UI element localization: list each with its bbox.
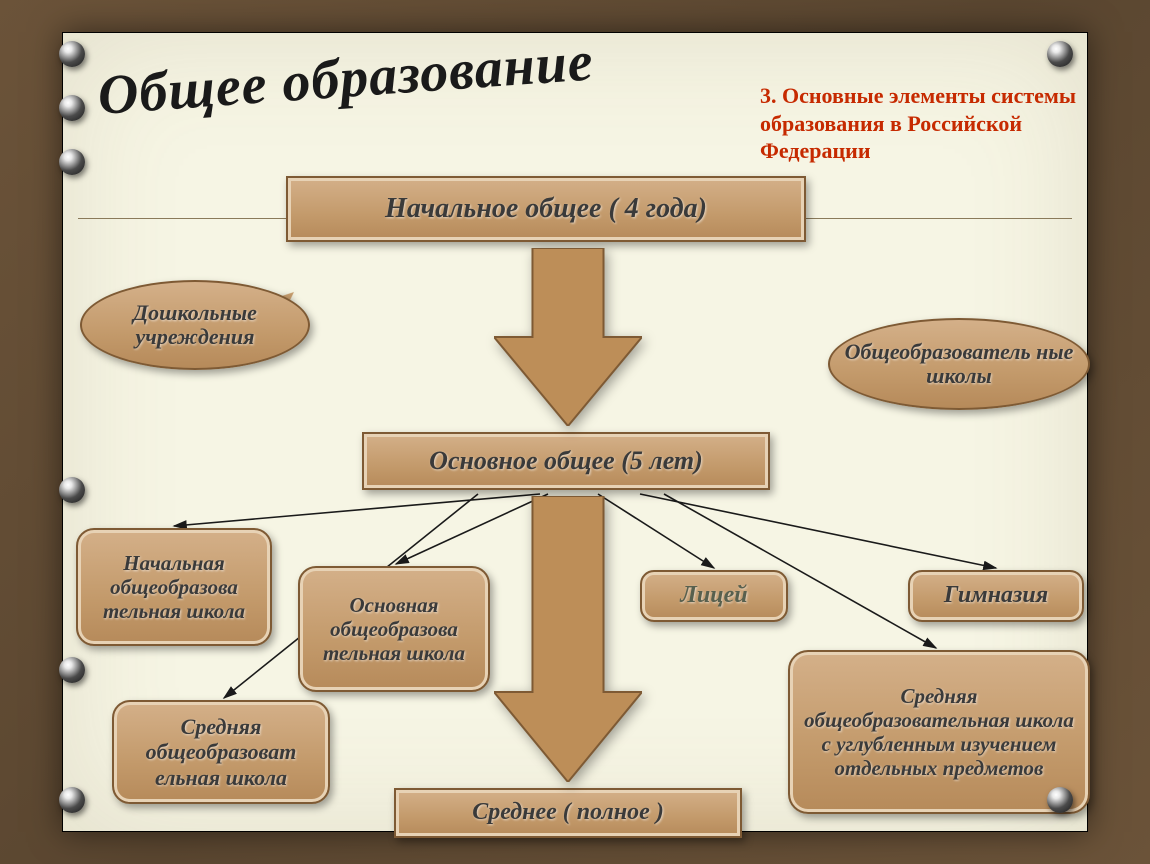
down-arrow-arrow1 <box>494 248 642 426</box>
pin-icon <box>59 41 85 67</box>
box-basic: Основное общее (5 лет) <box>362 432 770 490</box>
pin-icon <box>59 477 85 503</box>
box-primary-school: Начальная общеобразова тельная школа <box>76 528 272 646</box>
box-secondary: Среднее ( полное ) <box>394 788 742 838</box>
pin-icon <box>59 95 85 121</box>
box-basic-school: Основная общеобразова тельная школа <box>298 566 490 692</box>
callout-preschool: Дошкольные учреждения <box>80 280 310 370</box>
box-gymnasium: Гимназия <box>908 570 1084 622</box>
pin-icon <box>59 787 85 813</box>
box-avg-school: Средняя общеобразоват ельная школа <box>112 700 330 804</box>
subtitle: 3. Основные элементы системы образования… <box>760 82 1080 165</box>
pin-icon <box>1047 787 1073 813</box>
box-lyceum: Лицей <box>640 570 788 622</box>
pin-icon <box>1047 41 1073 67</box>
box-primary: Начальное общее ( 4 года) <box>286 176 806 242</box>
pin-icon <box>59 149 85 175</box>
pin-icon <box>59 657 85 683</box>
box-deep-school: Средняя общеобразовательная школа с углу… <box>788 650 1090 814</box>
callout-schools: Общеобразователь ные школы <box>828 318 1090 410</box>
down-arrow-arrow2 <box>494 496 642 782</box>
